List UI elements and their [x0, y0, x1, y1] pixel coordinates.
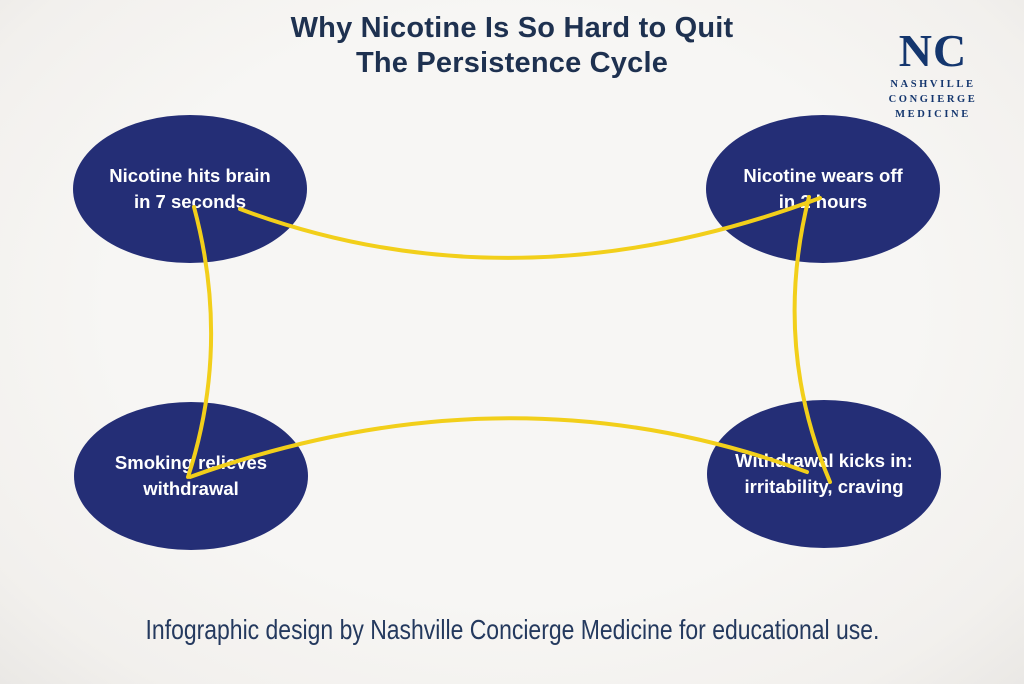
node-label-line: Nicotine hits brain	[109, 165, 271, 186]
node-nicotine-hits-brain: Nicotine hits brain in 7 seconds	[73, 115, 307, 263]
logo-text-line2: CONGIERGE	[888, 94, 978, 105]
node-label-line: irritability, craving	[744, 476, 904, 497]
node-label-line: Smoking relieves	[114, 452, 268, 473]
node-withdrawal-kicks-in: Withdrawal kicks in: irritability, cravi…	[707, 400, 941, 548]
node-label-line: Withdrawal kicks in:	[735, 450, 913, 471]
logo-text-line3: MEDICINE	[895, 109, 971, 120]
node-label-line: in 7 seconds	[133, 191, 247, 212]
footer-credit: Infographic design by Nashville Concierg…	[0, 614, 1024, 646]
node-label-line: withdrawal	[143, 478, 239, 499]
node-nicotine-wears-off: Nicotine wears off in 2 hours	[706, 115, 940, 263]
node-label-line: in 2 hours	[778, 191, 868, 212]
logo-monogram: NC	[898, 25, 968, 76]
page-title: Why Nicotine Is So Hard to Quit The Pers…	[0, 11, 1024, 81]
logo-text-line1: NASHVILLE	[890, 79, 976, 90]
footer-credit-text: Infographic design by Nashville Concierg…	[145, 614, 879, 645]
node-label-line: Nicotine wears off	[743, 165, 903, 186]
brand-logo: NC NASHVILLE CONGIERGE MEDICINE	[870, 28, 996, 122]
page-title-line1: Why Nicotine Is So Hard to Quit	[290, 12, 734, 44]
page-title-line2: The Persistence Cycle	[355, 47, 669, 79]
node-smoking-relieves: Smoking relieves withdrawal	[74, 402, 308, 550]
